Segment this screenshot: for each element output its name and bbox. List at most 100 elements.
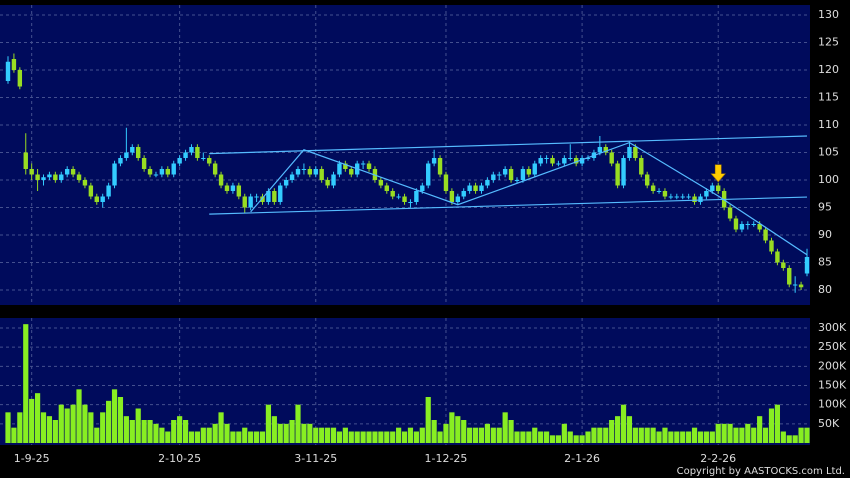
volume-bar bbox=[283, 423, 289, 443]
volume-bar bbox=[472, 427, 479, 443]
volume-bar bbox=[656, 431, 662, 443]
candle-body bbox=[502, 169, 508, 175]
candle-body bbox=[118, 158, 123, 164]
candle-body bbox=[455, 196, 461, 202]
candle-body bbox=[5, 61, 11, 81]
candle-body bbox=[603, 147, 608, 153]
y-tick-label: 115 bbox=[818, 91, 839, 104]
candle-body bbox=[183, 152, 188, 158]
candle-body bbox=[473, 185, 478, 191]
volume-bar bbox=[123, 416, 129, 443]
volume-bar bbox=[739, 427, 745, 443]
candle-body bbox=[82, 180, 88, 186]
candle-body bbox=[727, 207, 733, 219]
y-tick-label: 100 bbox=[818, 173, 839, 186]
candle-body bbox=[408, 202, 413, 203]
volume-bar bbox=[407, 427, 414, 443]
candle-body bbox=[295, 169, 301, 175]
volume-bar bbox=[325, 427, 331, 443]
candle-body bbox=[449, 191, 455, 202]
volume-bar bbox=[715, 423, 721, 443]
candle-body bbox=[171, 163, 176, 175]
candle-body bbox=[112, 163, 117, 186]
candle-body bbox=[751, 224, 756, 225]
candle-body bbox=[390, 191, 395, 197]
volume-bar bbox=[171, 420, 177, 443]
candle-body bbox=[520, 169, 526, 180]
candle-body bbox=[94, 196, 99, 202]
volume-bar bbox=[58, 404, 64, 443]
x-tick-label: 2-2-26 bbox=[700, 452, 736, 465]
candle-body bbox=[301, 169, 307, 170]
candle-body bbox=[130, 147, 135, 153]
volume-bar bbox=[780, 431, 786, 443]
volume-bar bbox=[224, 423, 230, 443]
volume-bar bbox=[585, 431, 591, 443]
candle-body bbox=[248, 196, 253, 208]
volume-bar bbox=[680, 431, 686, 443]
candle-body bbox=[195, 147, 200, 158]
volume-bar bbox=[88, 412, 94, 443]
candle-body bbox=[562, 158, 567, 164]
trendline bbox=[209, 135, 808, 155]
y-tick-label: 125 bbox=[818, 36, 839, 49]
y-tick-label: 200K bbox=[818, 359, 847, 372]
volume-bar bbox=[330, 427, 337, 443]
candle-body bbox=[650, 185, 656, 191]
candle-body bbox=[319, 169, 324, 180]
volume-bar bbox=[632, 427, 638, 443]
trendline bbox=[209, 196, 808, 215]
candle-body bbox=[307, 169, 313, 175]
volume-bar bbox=[443, 423, 449, 443]
volume-bar bbox=[437, 431, 443, 443]
volume-bar bbox=[82, 404, 88, 443]
candle-body bbox=[568, 158, 573, 159]
volume-bar bbox=[579, 435, 585, 443]
volume-bar bbox=[342, 427, 348, 443]
candle-body bbox=[491, 174, 496, 180]
arrow-marker bbox=[710, 164, 726, 183]
volume-bar bbox=[786, 435, 792, 443]
candle-body bbox=[485, 180, 490, 186]
candle-body bbox=[426, 163, 431, 186]
volume-bar bbox=[686, 431, 692, 443]
candle-body bbox=[686, 196, 691, 198]
candle-body bbox=[680, 196, 685, 198]
volume-bar bbox=[313, 427, 319, 443]
candle-body bbox=[64, 169, 70, 175]
candle-body bbox=[437, 158, 443, 175]
y-tick-label: 250K bbox=[818, 340, 847, 353]
volume-bar bbox=[52, 420, 58, 443]
volume-bar bbox=[804, 427, 810, 443]
volume-bar bbox=[396, 427, 402, 443]
candle-body bbox=[124, 152, 129, 158]
volume-bar bbox=[218, 412, 224, 443]
volume-bar bbox=[461, 420, 467, 443]
candle-body bbox=[402, 196, 407, 202]
volume-bar bbox=[543, 431, 550, 443]
candle-body bbox=[29, 169, 34, 175]
candle-body bbox=[325, 180, 330, 186]
volume-bar bbox=[620, 404, 627, 443]
candle-body bbox=[76, 174, 82, 180]
candle-body bbox=[798, 284, 804, 288]
volume-bar bbox=[603, 427, 609, 443]
volume-bar bbox=[29, 398, 35, 443]
volume-bar bbox=[248, 431, 254, 443]
candle-body bbox=[343, 163, 348, 169]
candle-body bbox=[645, 174, 650, 186]
volume-bar bbox=[520, 431, 526, 443]
volume-bar bbox=[798, 427, 804, 443]
volume-bar bbox=[478, 427, 485, 443]
candle-body bbox=[514, 180, 520, 181]
volume-bar bbox=[271, 416, 277, 443]
volume-bar bbox=[401, 431, 408, 443]
candle-body bbox=[242, 196, 247, 208]
y-tick-label: 80 bbox=[818, 283, 832, 296]
volume-bar bbox=[206, 427, 212, 443]
volume-bar bbox=[762, 427, 769, 443]
volume-bar bbox=[200, 427, 206, 443]
candle-body bbox=[781, 262, 786, 268]
candle-body bbox=[538, 158, 543, 164]
